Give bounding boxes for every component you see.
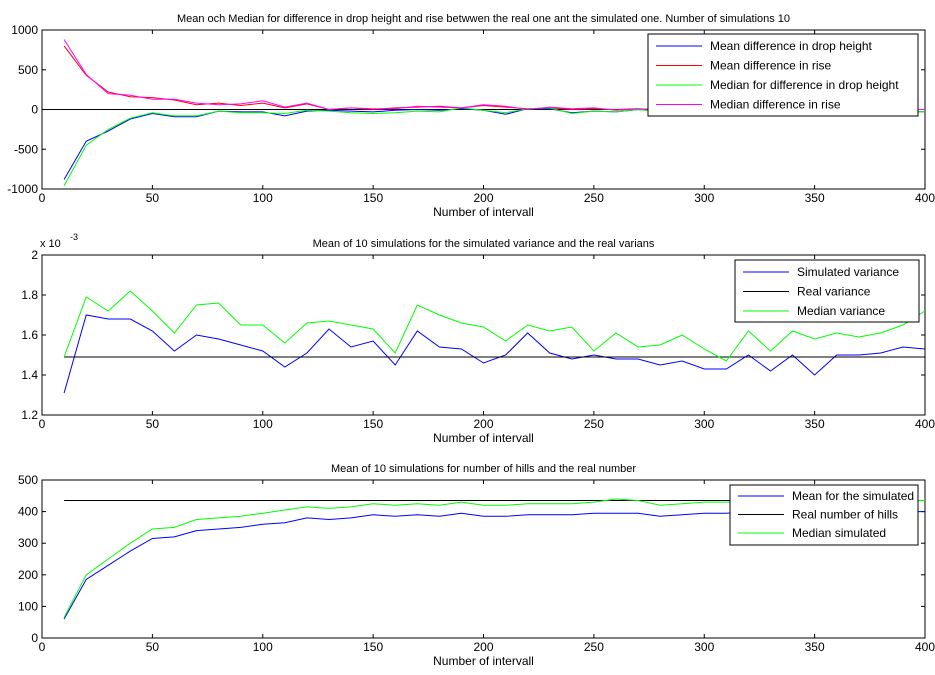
y-tick-label: 0 (31, 631, 38, 645)
y-tick-label: 300 (18, 536, 38, 550)
x-tick-label: 250 (584, 191, 604, 205)
y-tick-label: 500 (18, 473, 38, 487)
legend-label: Mean difference in drop height (710, 39, 873, 53)
y-tick-label: 1.6 (21, 328, 38, 342)
x-axis-label: Number of intervall (433, 431, 534, 445)
x-tick-label: 50 (146, 640, 160, 654)
y-tick-label: 1.2 (21, 408, 38, 422)
x-tick-label: 400 (915, 417, 935, 431)
x-tick-label: 50 (146, 191, 160, 205)
chart-title: Mean of 10 simulations for number of hil… (331, 463, 636, 475)
legend-label: Mean for the simulated (792, 489, 914, 503)
x-tick-label: 0 (39, 191, 46, 205)
x-tick-label: 200 (473, 640, 493, 654)
chart-title: Mean of 10 simulations for the simulated… (313, 238, 655, 250)
chart-1: Mean och Median for difference in drop h… (7, 13, 935, 219)
legend-label: Median variance (797, 304, 885, 318)
chart-title: Mean och Median for difference in drop h… (177, 13, 790, 25)
x-tick-label: 100 (253, 417, 273, 431)
legend-label: Real variance (797, 285, 871, 299)
legend: Simulated variance Real variance Median va… (734, 259, 920, 323)
x-tick-label: 150 (363, 417, 383, 431)
y-tick-label: -500 (14, 142, 38, 156)
x-tick-label: 200 (473, 191, 493, 205)
y-tick-label: 100 (18, 599, 38, 613)
y-tick-label: 1000 (11, 23, 38, 37)
chart-3: Mean of 10 simulations for number of hil… (18, 463, 935, 668)
x-tick-label: 300 (694, 640, 714, 654)
x-tick-label: 250 (584, 640, 604, 654)
x-tick-label: 350 (805, 640, 825, 654)
legend-label: Simulated variance (797, 265, 899, 279)
legend-label: Median simulated (792, 526, 886, 540)
x-tick-label: 350 (805, 191, 825, 205)
y-tick-label: 1.8 (21, 288, 38, 302)
x-tick-label: 400 (915, 640, 935, 654)
x-axis-label: Number of intervall (433, 654, 534, 668)
x-tick-label: 250 (584, 417, 604, 431)
y-tick-label: 200 (18, 568, 38, 582)
x-tick-label: 300 (694, 191, 714, 205)
y-exponent-power: -3 (70, 232, 78, 242)
x-tick-label: 150 (363, 191, 383, 205)
legend-box (647, 33, 919, 117)
series-line-3 (63, 290, 926, 362)
y-tick-label: 500 (18, 63, 38, 77)
x-tick-label: 100 (253, 640, 273, 654)
legend-box (729, 484, 919, 546)
x-tick-label: 50 (146, 417, 160, 431)
series-line-1 (63, 314, 926, 394)
x-tick-label: 0 (39, 640, 46, 654)
y-tick-label: -1000 (7, 182, 38, 196)
legend: Mean for the simulated Real number of hil… (729, 484, 919, 546)
legend-label: Median for difference in drop height (710, 78, 899, 92)
x-tick-label: 300 (694, 417, 714, 431)
x-tick-label: 0 (39, 417, 46, 431)
y-tick-label: 0 (31, 103, 38, 117)
y-exponent-label: x 10 (40, 238, 61, 250)
x-tick-label: 150 (363, 640, 383, 654)
x-tick-label: 400 (915, 191, 935, 205)
y-tick-label: 1.4 (21, 368, 38, 382)
x-axis-label: Number of intervall (433, 205, 534, 219)
legend-label: Real number of hills (792, 508, 898, 522)
legend-label: Median difference in rise (710, 98, 841, 112)
legend-label: Mean difference in rise (710, 59, 832, 73)
x-tick-label: 350 (805, 417, 825, 431)
y-tick-label: 400 (18, 505, 38, 519)
legend: Mean difference in drop height Mean diffe… (647, 33, 919, 117)
chart-2: Mean of 10 simulations for the simulated… (21, 232, 935, 445)
y-tick-label: 2 (31, 248, 38, 262)
x-tick-label: 200 (473, 417, 493, 431)
x-tick-label: 100 (253, 191, 273, 205)
